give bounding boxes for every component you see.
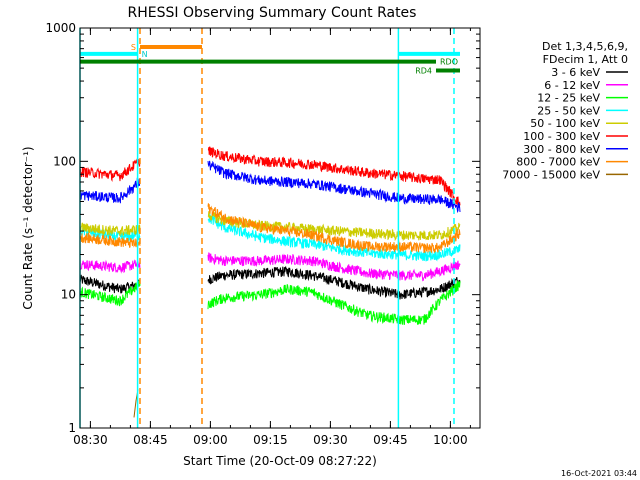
legend-entry-label: 6 - 12 keV	[544, 79, 600, 92]
chart-title: RHESSI Observing Summary Count Rates	[128, 5, 417, 21]
legend-entry-label: 800 - 7000 keV	[516, 156, 600, 169]
series-12-25-kev-line	[79, 279, 461, 325]
state-bar-label-s: S	[131, 43, 136, 52]
y-axis-label: Count Rate (s⁻¹ detector⁻¹)	[21, 146, 35, 309]
x-tick-label: 08:30	[73, 433, 108, 447]
legend-header-1: FDecim 1, Att 0	[543, 53, 628, 66]
state-bar-label-rdo: RDO	[440, 58, 458, 67]
y-tick-label: 100	[53, 154, 76, 168]
x-tick-label: 09:45	[373, 433, 408, 447]
legend-entry-label: 50 - 100 keV	[530, 117, 600, 130]
x-tick-label: 09:00	[193, 433, 228, 447]
x-tick-label: 09:30	[313, 433, 348, 447]
x-tick-label: 08:45	[133, 433, 168, 447]
y-tick-label: 10	[61, 288, 76, 302]
x-tick-label: 10:00	[433, 433, 468, 447]
legend-entry-label: 100 - 300 keV	[523, 130, 600, 143]
state-bar-label-n: N	[142, 50, 148, 59]
legend: Det 1,3,4,5,6,9,FDecim 1, Att 03 - 6 keV…	[502, 40, 628, 181]
footer-timestamp: 16-Oct-2021 03:44	[561, 469, 637, 478]
legend-header-0: Det 1,3,4,5,6,9,	[542, 40, 628, 53]
state-bar-label-rd4: RD4	[415, 67, 432, 76]
axis-layer: 08:30 08:45 09:00 09:15 09:30 09:45 10:00 1 10 10…	[45, 21, 480, 447]
x-axis-label: Start Time (20-Oct-09 08:27:22)	[183, 454, 377, 468]
plot-frame	[79, 27, 481, 429]
legend-entry-label: 3 - 6 keV	[551, 66, 600, 79]
series-3-6-kev-line	[79, 266, 461, 300]
y-tick-label: 1000	[45, 21, 76, 35]
legend-entry-label: 7000 - 15000 keV	[502, 168, 600, 181]
series-layer	[79, 146, 461, 418]
legend-entry-label: 25 - 50 keV	[537, 104, 600, 117]
series-100-300-kev-line	[79, 146, 461, 207]
y-tick-label: 1	[68, 421, 76, 435]
x-tick-label: 09:15	[253, 433, 288, 447]
legend-entry-label: 12 - 25 keV	[537, 92, 600, 105]
legend-entry-label: 300 - 800 keV	[523, 143, 600, 156]
series-300-800-kev-line	[79, 160, 461, 214]
series-6-12-kev-line	[79, 252, 461, 282]
series-800-7000-kev-line	[79, 203, 461, 253]
